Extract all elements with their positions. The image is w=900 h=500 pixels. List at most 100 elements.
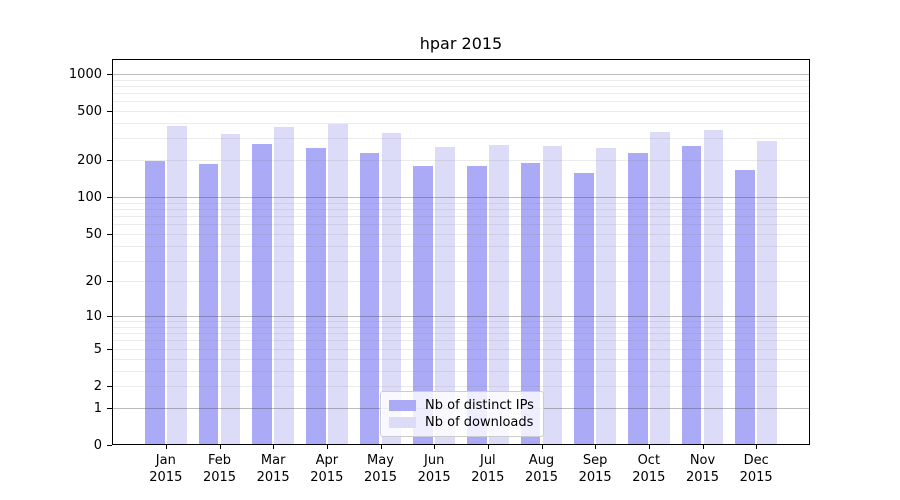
bar-jan-distinct-ips xyxy=(145,161,165,445)
x-tick-label: Nov 2015 xyxy=(685,453,720,485)
y-axis-tick xyxy=(107,316,112,318)
x-axis-tick xyxy=(326,445,328,449)
x-axis-tick xyxy=(487,445,489,449)
legend-label-distinct-ips: Nb of distinct IPs xyxy=(425,397,534,413)
gridline-minor xyxy=(112,358,810,360)
bar-nov-distinct-ips xyxy=(681,146,702,445)
bar-jun-distinct-ips xyxy=(413,165,433,445)
gridline-minor xyxy=(112,326,810,328)
y-tick-label: 200 xyxy=(77,153,102,169)
x-tick-label: Jul 2015 xyxy=(471,453,505,485)
bar-jun-downloads xyxy=(435,147,455,445)
gridline-minor xyxy=(112,340,810,342)
y-tick-label: 100 xyxy=(77,190,102,206)
x-tick-label: Sep 2015 xyxy=(578,453,612,485)
y-axis-tick xyxy=(107,73,112,75)
gridline-minor xyxy=(112,101,810,103)
y-tick-label: 50 xyxy=(85,226,102,242)
gridline-minor xyxy=(112,138,810,140)
x-tick-label: May 2015 xyxy=(363,453,398,485)
bar-aug-downloads xyxy=(542,145,563,445)
gridline-minor xyxy=(112,321,810,323)
y-axis-tick xyxy=(107,233,112,235)
x-axis-tick xyxy=(380,445,382,449)
bar-jul-downloads xyxy=(489,145,509,445)
y-axis-tick xyxy=(107,445,112,446)
gridline-minor xyxy=(112,160,810,162)
legend-entry-distinct-ips: Nb of distinct IPs xyxy=(389,397,535,414)
x-axis-tick xyxy=(756,445,758,449)
y-axis-tick xyxy=(107,197,112,199)
x-axis-tick xyxy=(273,445,275,449)
x-tick-label: Jan 2015 xyxy=(149,453,183,485)
x-axis-tick xyxy=(541,445,543,449)
x-axis-tick xyxy=(702,445,704,449)
legend-swatch-distinct-ips xyxy=(389,400,416,411)
gridline-minor xyxy=(112,370,810,372)
x-tick-label: Dec 2015 xyxy=(739,453,773,485)
gridline-minor xyxy=(112,385,810,387)
gridline-minor xyxy=(112,260,810,262)
gridline-major xyxy=(112,73,810,75)
y-axis-tick xyxy=(107,281,112,283)
x-axis-tick xyxy=(219,445,221,449)
y-tick-label: 2 xyxy=(93,378,102,394)
bar-nov-downloads xyxy=(703,130,724,445)
x-tick-label: Jun 2015 xyxy=(417,453,451,485)
gridline-minor xyxy=(112,202,810,204)
legend-entry-downloads: Nb of downloads xyxy=(389,414,535,431)
legend: Nb of distinct IPs Nb of downloads xyxy=(380,391,544,437)
gridline-minor xyxy=(112,333,810,335)
x-axis-tick xyxy=(434,445,436,449)
y-tick-label: 500 xyxy=(77,104,102,120)
gridline-major xyxy=(112,316,810,318)
bar-may-distinct-ips xyxy=(359,153,380,445)
bar-oct-distinct-ips xyxy=(628,152,648,445)
y-tick-label: 20 xyxy=(85,274,102,290)
x-axis-tick xyxy=(648,445,650,449)
y-axis-tick xyxy=(107,385,112,387)
bar-dec-downloads xyxy=(757,140,777,445)
bar-jul-distinct-ips xyxy=(467,166,487,445)
gridline-minor xyxy=(112,245,810,247)
y-tick-label: 1000 xyxy=(68,66,102,82)
bar-feb-downloads xyxy=(220,134,241,445)
gridline-minor xyxy=(112,216,810,218)
x-tick-label: Feb 2015 xyxy=(202,453,237,485)
legend-swatch-downloads xyxy=(389,417,416,428)
bar-apr-downloads xyxy=(328,124,348,445)
gridline-minor xyxy=(112,85,810,87)
gridline-minor xyxy=(112,123,810,125)
y-tick-label: 5 xyxy=(93,341,102,357)
y-axis-tick xyxy=(107,111,112,113)
gridline-minor xyxy=(112,79,810,81)
chart-title: hpar 2015 xyxy=(419,34,503,53)
y-tick-label: 10 xyxy=(85,309,102,325)
bar-may-downloads xyxy=(381,133,402,445)
gridline-minor xyxy=(112,111,810,113)
y-axis-tick xyxy=(107,160,112,162)
gridline-minor xyxy=(112,233,810,235)
gridline-minor xyxy=(112,348,810,350)
y-axis-tick xyxy=(107,348,112,350)
gridline-minor xyxy=(112,281,810,283)
bar-jan-downloads xyxy=(167,126,187,445)
y-axis-tick xyxy=(107,407,112,409)
bar-aug-distinct-ips xyxy=(520,162,541,445)
x-tick-label: Mar 2015 xyxy=(256,453,290,485)
x-axis-tick xyxy=(165,445,167,449)
y-tick-label: 1 xyxy=(93,400,102,416)
bar-dec-distinct-ips xyxy=(735,170,755,445)
bar-mar-distinct-ips xyxy=(252,143,272,445)
bar-feb-distinct-ips xyxy=(198,164,219,445)
legend-label-downloads: Nb of downloads xyxy=(425,414,534,430)
gridline-minor xyxy=(112,93,810,95)
y-tick-label: 0 xyxy=(93,438,102,453)
x-tick-label: Aug 2015 xyxy=(524,453,559,485)
bar-sep-distinct-ips xyxy=(574,173,594,445)
x-tick-label: Apr 2015 xyxy=(310,453,344,485)
bar-oct-downloads xyxy=(650,131,670,445)
bar-mar-downloads xyxy=(274,127,294,445)
x-tick-label: Oct 2015 xyxy=(632,453,666,485)
plot-area xyxy=(112,59,810,445)
